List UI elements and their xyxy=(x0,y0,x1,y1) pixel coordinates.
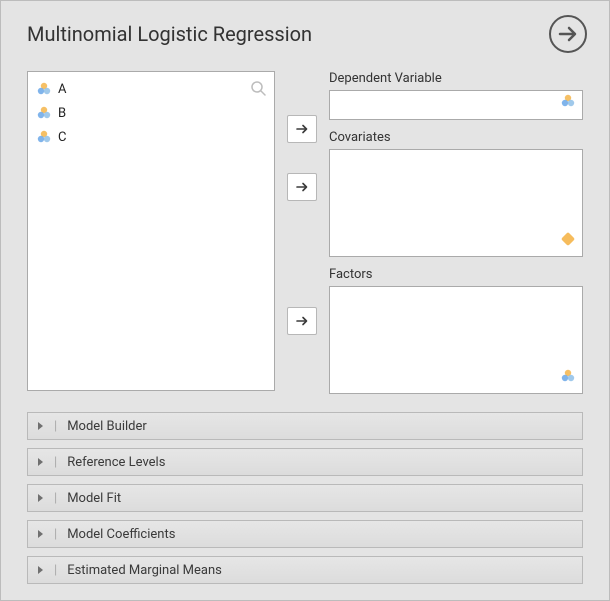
chevron-right-icon xyxy=(38,422,46,430)
search-icon[interactable] xyxy=(250,80,266,100)
arrow-right-icon xyxy=(295,314,309,328)
accordion-label: Model Coefficients xyxy=(67,527,175,542)
page-title: Multinomial Logistic Regression xyxy=(27,22,312,46)
assign-dependent-button[interactable] xyxy=(287,115,317,143)
panel-header: Multinomial Logistic Regression xyxy=(1,1,609,63)
nominal-icon xyxy=(36,129,52,145)
panel-body: A B xyxy=(1,63,609,584)
assign-buttons-column xyxy=(287,71,317,394)
variable-label: A xyxy=(58,82,66,97)
chevron-right-icon xyxy=(38,494,46,502)
accordion-label: Reference Levels xyxy=(67,455,165,470)
accordion-reference-levels[interactable]: | Reference Levels xyxy=(27,448,583,476)
target-fields-column: Dependent Variable Covariates xyxy=(329,71,583,394)
run-button[interactable] xyxy=(549,15,587,53)
variable-item[interactable]: C xyxy=(36,126,266,148)
dependent-label: Dependent Variable xyxy=(329,71,583,86)
nominal-icon xyxy=(36,81,52,97)
variable-item[interactable]: B xyxy=(36,102,266,124)
covariates-dropbox[interactable] xyxy=(329,149,583,257)
covariates-label: Covariates xyxy=(329,130,583,145)
nominal-icon xyxy=(560,93,576,113)
spacer xyxy=(287,93,317,115)
nominal-icon xyxy=(36,105,52,121)
separator: | xyxy=(54,419,57,434)
arrow-right-icon xyxy=(295,122,309,136)
accordion-model-fit[interactable]: | Model Fit xyxy=(27,484,583,512)
chevron-right-icon xyxy=(38,566,46,574)
accordion-estimated-marginal-means[interactable]: | Estimated Marginal Means xyxy=(27,556,583,584)
variable-label: C xyxy=(58,130,66,145)
separator: | xyxy=(54,491,57,506)
assign-covariates-button[interactable] xyxy=(287,173,317,201)
accordion-group: | Model Builder | Reference Levels | Mod… xyxy=(27,412,583,584)
accordion-model-coefficients[interactable]: | Model Coefficients xyxy=(27,520,583,548)
variable-list[interactable]: A B xyxy=(27,71,275,391)
assign-factors-button[interactable] xyxy=(287,307,317,335)
separator: | xyxy=(54,455,57,470)
variable-item[interactable]: A xyxy=(36,78,266,100)
accordion-label: Model Fit xyxy=(67,491,121,506)
variable-label: B xyxy=(58,106,66,121)
factors-label: Factors xyxy=(329,267,583,282)
dependent-dropbox[interactable] xyxy=(329,90,583,120)
chevron-right-icon xyxy=(38,530,46,538)
accordion-label: Model Builder xyxy=(67,419,147,434)
arrow-right-circle-icon xyxy=(557,23,579,45)
separator: | xyxy=(54,563,57,578)
factors-dropbox[interactable] xyxy=(329,286,583,394)
continuous-icon xyxy=(560,231,576,251)
separator: | xyxy=(54,527,57,542)
accordion-model-builder[interactable]: | Model Builder xyxy=(27,412,583,440)
regression-panel: Multinomial Logistic Regression xyxy=(0,0,610,601)
arrow-right-icon xyxy=(295,180,309,194)
chevron-right-icon xyxy=(38,458,46,466)
accordion-label: Estimated Marginal Means xyxy=(67,563,222,578)
column-layout: A B xyxy=(27,71,583,394)
nominal-icon xyxy=(560,368,576,388)
spacer xyxy=(287,143,317,173)
spacer xyxy=(287,201,317,307)
